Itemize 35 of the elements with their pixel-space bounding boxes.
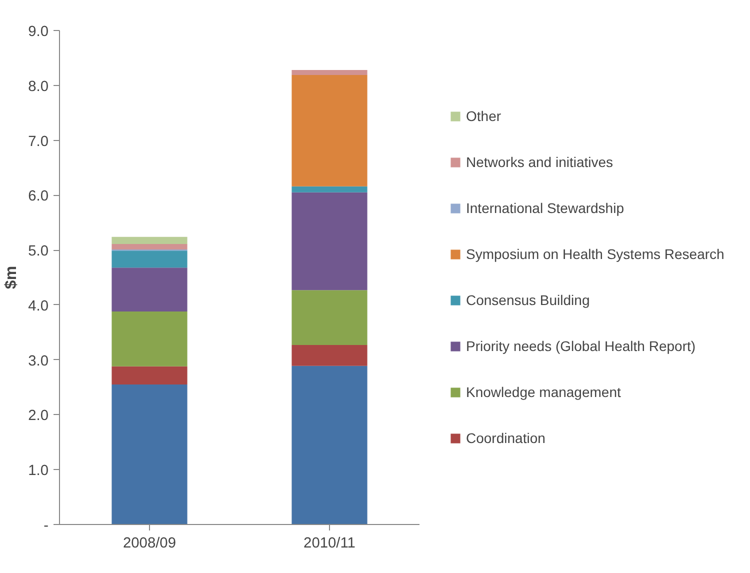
y-tick-label: 1.0 [28,463,48,480]
bar [112,366,188,385]
y-tick-label: 2.0 [28,408,48,424]
y-tick-label: 8.0 [28,78,48,95]
legend-label: Networks and initiatives [466,154,614,170]
bar [292,345,368,366]
legend-label: International Stewardship [466,200,624,216]
y-tick-label: 6.0 [28,188,48,205]
legend-label: Coordination [466,430,546,446]
x-tick-label: 2008/09 [123,536,176,552]
legend-label: Other [466,108,502,124]
bar [112,236,188,244]
x-tick-label: 2010/11 [304,536,356,552]
bar [292,290,368,346]
bar [112,312,188,366]
bar [112,268,188,312]
bar [112,244,188,250]
y-tick-label: 9.0 [28,24,48,40]
y-tick-label: - [44,518,49,534]
bar [112,384,188,524]
legend-label: Symposium on Health Systems Research [466,246,724,262]
bar [292,70,368,75]
y-tick-label: 5.0 [28,244,48,260]
bar [112,250,188,268]
bar [292,74,368,186]
bar [292,192,368,290]
legend-label: Consensus Building [466,292,590,308]
legend-label: Knowledge management [466,384,621,400]
y-tick-label: 7.0 [28,134,48,150]
y-tick-label: 3.0 [28,353,48,370]
y-tick-label: 4.0 [28,298,48,314]
y-axis-title: $m [3,266,20,290]
legend-label: Priority needs (Global Health Report) [466,338,696,354]
bar [292,186,368,192]
bar [292,366,368,524]
